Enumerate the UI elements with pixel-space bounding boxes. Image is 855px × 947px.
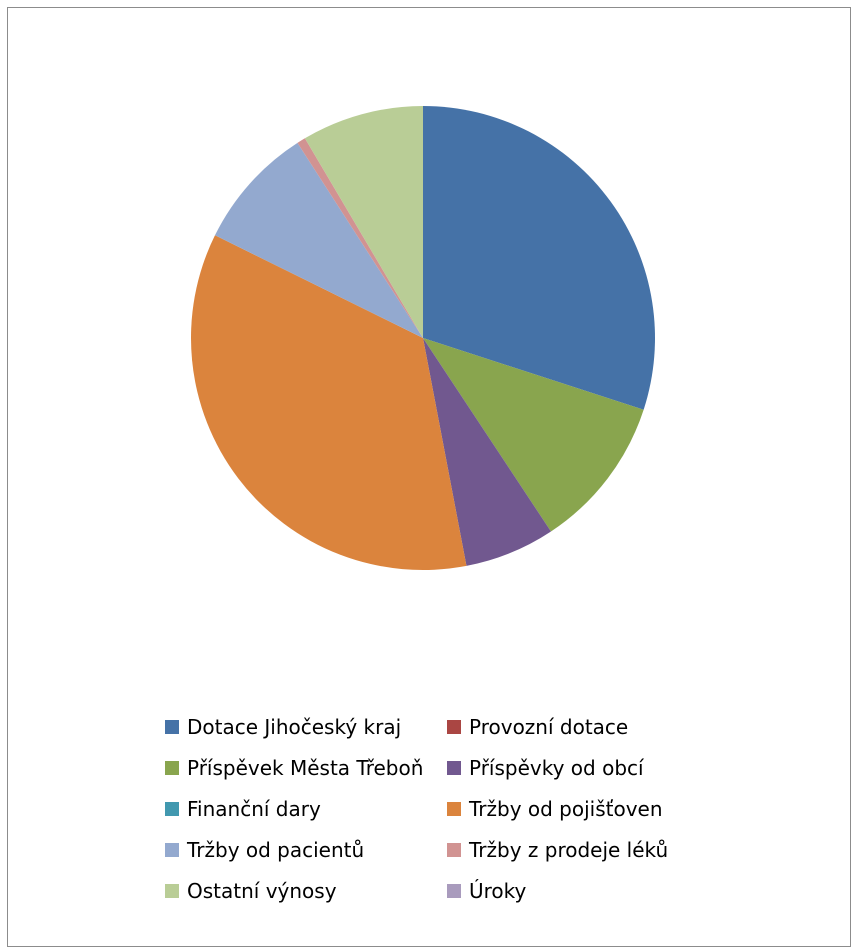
pie-slice-5 xyxy=(191,235,467,570)
legend-swatch xyxy=(447,843,461,857)
legend-label: Příspěvky od obcí xyxy=(469,756,644,780)
pie-chart xyxy=(191,106,655,570)
legend-label: Tržby z prodeje léků xyxy=(469,838,669,862)
legend-item-financni-dary: Finanční dary xyxy=(165,794,321,824)
legend-item-trzby-od-pacientu: Tržby od pacientů xyxy=(165,835,364,865)
legend-swatch xyxy=(447,802,461,816)
legend-swatch xyxy=(447,761,461,775)
legend-item-provozni-dotace: Provozní dotace xyxy=(447,712,628,742)
legend-swatch xyxy=(447,884,461,898)
legend-item-trzby-od-pojistoven: Tržby od pojišťoven xyxy=(447,794,663,824)
pie-slice-0 xyxy=(423,106,655,410)
legend-swatch xyxy=(165,761,179,775)
legend-item-prispevek-mesta-trebon: Příspěvek Města Třeboň xyxy=(165,753,423,783)
legend-swatch xyxy=(165,884,179,898)
legend-swatch xyxy=(165,720,179,734)
legend-label: Tržby od pojišťoven xyxy=(469,797,663,821)
legend-label: Úroky xyxy=(469,879,527,903)
legend-label: Finanční dary xyxy=(187,797,321,821)
legend-label: Provozní dotace xyxy=(469,715,629,739)
legend-swatch xyxy=(165,802,179,816)
legend-label: Příspěvek Města Třeboň xyxy=(187,756,424,780)
pie-slice-7 xyxy=(297,138,423,338)
legend-item-prispevky-od-obci: Příspěvky od obcí xyxy=(447,753,644,783)
legend-label: Dotace Jihočeský kraj xyxy=(187,715,402,739)
legend-swatch xyxy=(447,720,461,734)
pie-slice-3 xyxy=(423,338,551,566)
legend-item-dotace-jihocesky-kraj: Dotace Jihočeský kraj xyxy=(165,712,401,742)
legend-item-ostatni-vynosy: Ostatní výnosy xyxy=(165,876,337,906)
legend-label: Tržby od pacientů xyxy=(187,838,365,862)
legend-item-uroky: Úroky xyxy=(447,876,526,906)
legend-label: Ostatní výnosy xyxy=(187,879,337,903)
legend-item-trzby-z-prodeje-leku: Tržby z prodeje léků xyxy=(447,835,668,865)
legend-swatch xyxy=(165,843,179,857)
pie-slice-6 xyxy=(214,142,423,338)
pie-slice-2 xyxy=(423,338,644,532)
chart-area: Dotace Jihočeský kraj Provozní dotace Př… xyxy=(7,7,851,947)
pie-slice-8 xyxy=(304,106,423,338)
